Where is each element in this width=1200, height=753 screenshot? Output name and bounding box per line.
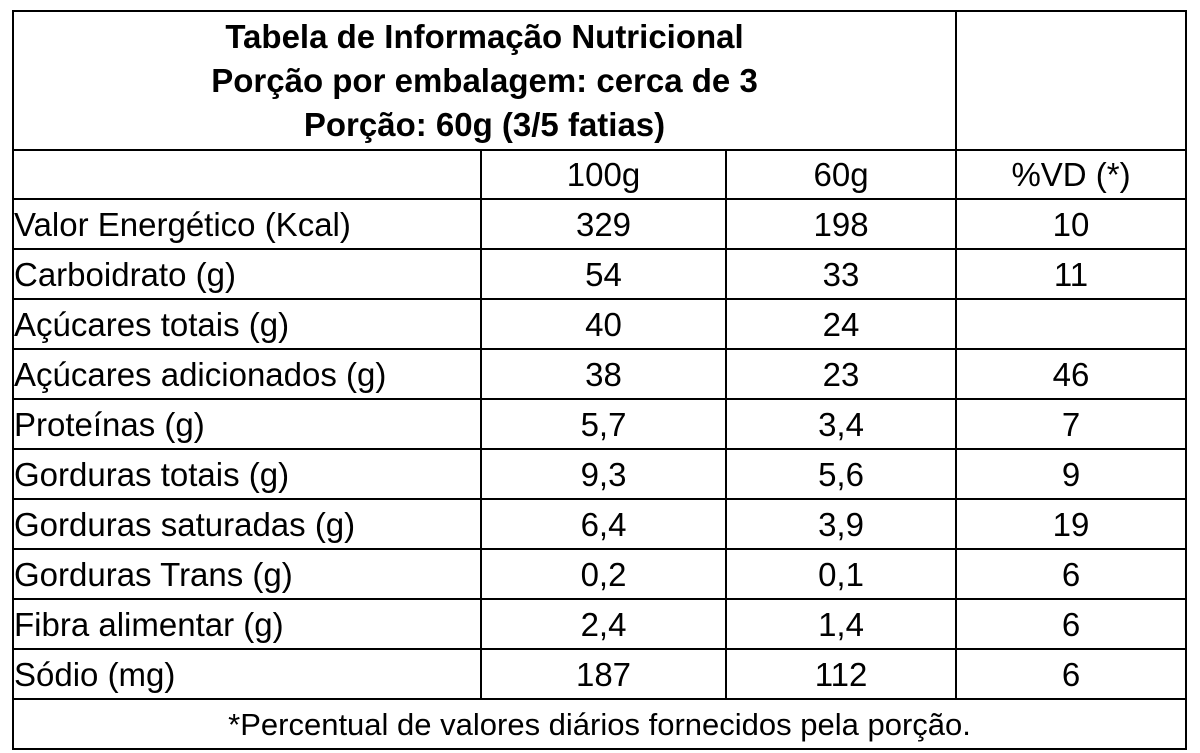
- value-60g: 3,9: [724, 498, 958, 550]
- value-daily-percent: 6: [955, 648, 1188, 700]
- value-60g: 5,6: [724, 448, 958, 500]
- value-daily-percent: 10: [955, 198, 1188, 250]
- table-row: Fibra alimentar (g) 2,4 1,4 6: [12, 598, 1188, 650]
- value-100g: 6,4: [480, 498, 727, 550]
- value-100g: 9,3: [480, 448, 727, 500]
- value-daily-percent: 7: [955, 398, 1188, 450]
- value-100g: 40: [480, 298, 727, 350]
- value-60g: 198: [724, 198, 958, 250]
- value-daily-percent: 6: [955, 598, 1188, 650]
- value-60g: 3,4: [724, 398, 958, 450]
- nutrient-name: Fibra alimentar (g): [12, 598, 482, 650]
- value-60g: 1,4: [724, 598, 958, 650]
- header-empty-cell: [12, 149, 482, 200]
- value-daily-percent: 9: [955, 448, 1188, 500]
- column-header-row: 100g 60g %VD (*): [12, 149, 1188, 200]
- value-60g: 24: [724, 298, 958, 350]
- value-100g: 329: [480, 198, 727, 250]
- value-100g: 5,7: [480, 398, 727, 450]
- value-daily-percent: 11: [955, 248, 1188, 300]
- nutrient-name: Açúcares totais (g): [12, 298, 482, 350]
- header-daily-value: %VD (*): [955, 149, 1188, 200]
- value-60g: 112: [724, 648, 958, 700]
- nutrition-facts-table: Tabela de Informação Nutricional Porção …: [11, 10, 1188, 750]
- nutrient-name: Sódio (mg): [12, 648, 482, 700]
- header-100g: 100g: [480, 149, 727, 200]
- nutrient-name: Gorduras saturadas (g): [12, 498, 482, 550]
- value-100g: 2,4: [480, 598, 727, 650]
- value-60g: 23: [724, 348, 958, 400]
- value-60g: 33: [724, 248, 958, 300]
- table-title: Tabela de Informação Nutricional Porção …: [11, 10, 958, 151]
- nutrient-name: Valor Energético (Kcal): [12, 198, 482, 250]
- title-line-3: Porção: 60g (3/5 fatias): [303, 105, 666, 143]
- title-empty-cell: [955, 10, 1188, 151]
- table-row: Carboidrato (g) 54 33 11: [12, 248, 1188, 300]
- table-row: Valor Energético (Kcal) 329 198 10: [12, 198, 1188, 250]
- table-row: Açúcares adicionados (g) 38 23 46: [12, 348, 1188, 400]
- header-60g: 60g: [724, 149, 958, 200]
- title-row: Tabela de Informação Nutricional Porção …: [11, 10, 1188, 151]
- table-row: Gorduras Trans (g) 0,2 0,1 6: [12, 548, 1188, 600]
- nutrient-name: Carboidrato (g): [12, 248, 482, 300]
- table-row: Gorduras totais (g) 9,3 5,6 9: [12, 448, 1188, 500]
- footnote: *Percentual de valores diários fornecido…: [11, 698, 1188, 750]
- value-daily-percent: 19: [955, 498, 1188, 550]
- nutrient-name: Gorduras Trans (g): [12, 548, 482, 600]
- nutrient-name: Açúcares adicionados (g): [12, 348, 482, 400]
- nutrient-name: Proteínas (g): [12, 398, 482, 450]
- table-row: Gorduras saturadas (g) 6,4 3,9 19: [12, 498, 1188, 550]
- value-100g: 38: [480, 348, 727, 400]
- value-100g: 187: [480, 648, 727, 700]
- nutrient-name: Gorduras totais (g): [12, 448, 482, 500]
- table-row: Proteínas (g) 5,7 3,4 7: [12, 398, 1188, 450]
- table-row: Sódio (mg) 187 112 6: [12, 648, 1188, 700]
- value-100g: 0,2: [480, 548, 727, 600]
- value-60g: 0,1: [724, 548, 958, 600]
- title-line-1: Tabela de Informação Nutricional: [225, 17, 744, 55]
- table-row: Açúcares totais (g) 40 24: [12, 298, 1188, 350]
- title-line-2: Porção por embalagem: cerca de 3: [211, 61, 758, 99]
- value-daily-percent: 46: [955, 348, 1188, 400]
- footnote-row: *Percentual de valores diários fornecido…: [11, 698, 1188, 750]
- value-daily-percent: 6: [955, 548, 1188, 600]
- value-100g: 54: [480, 248, 727, 300]
- value-daily-percent: [955, 298, 1188, 350]
